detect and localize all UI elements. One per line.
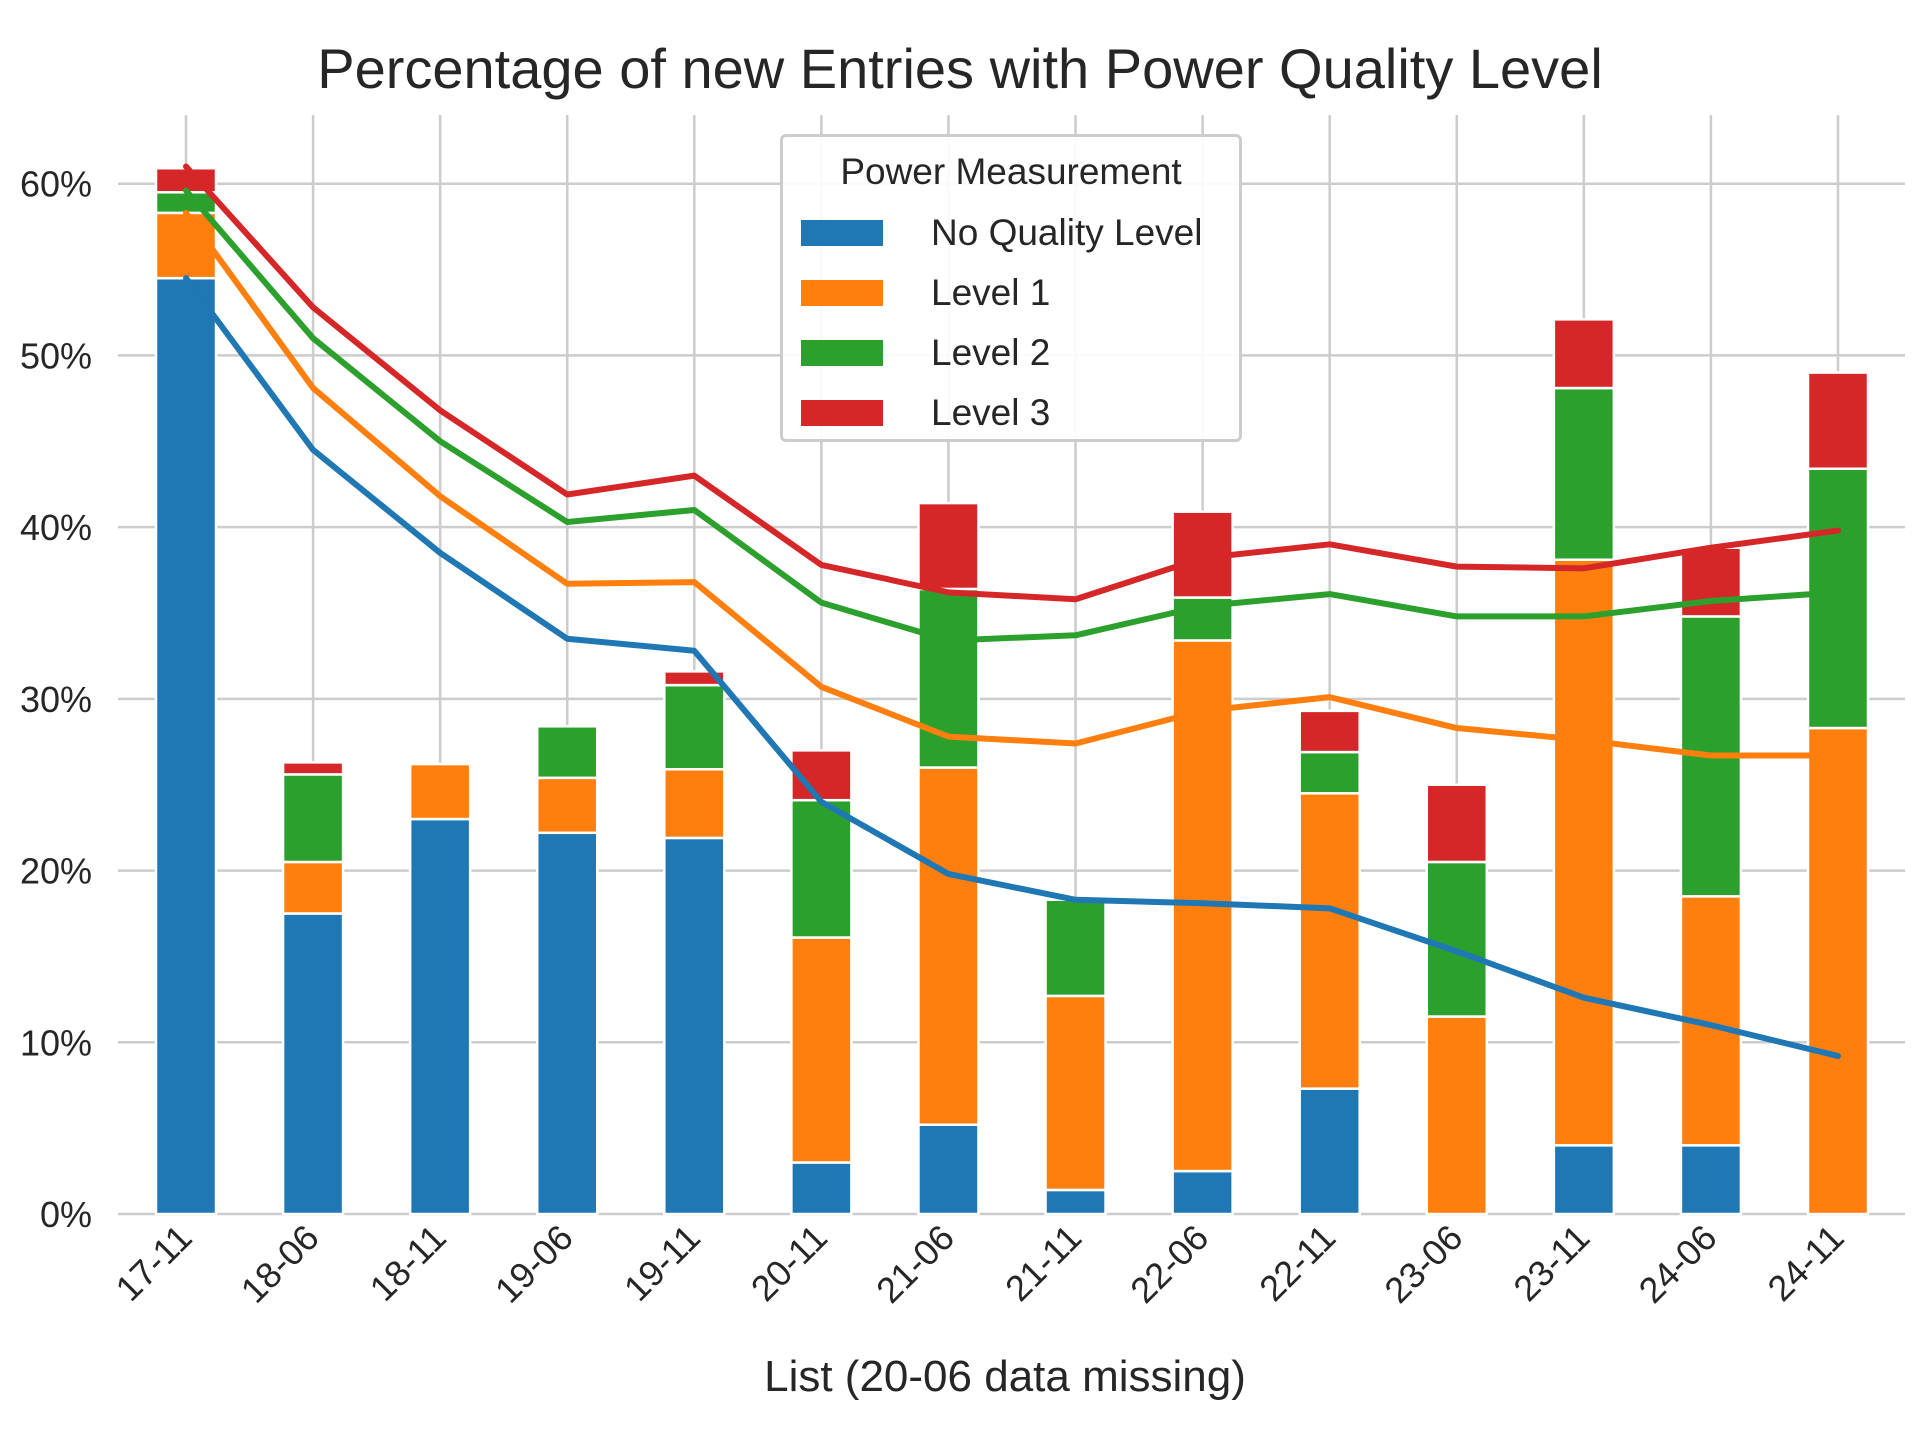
x-tick-label: 19-06 bbox=[487, 1217, 581, 1311]
y-tick-label: 10% bbox=[20, 1022, 92, 1063]
y-tick-label: 20% bbox=[20, 851, 92, 892]
bar-no-quality-level bbox=[790, 1161, 853, 1216]
x-tick-label: 20-11 bbox=[743, 1217, 835, 1309]
bar-no-quality-level bbox=[917, 1123, 980, 1216]
bar-no-quality-level bbox=[1552, 1144, 1616, 1216]
y-tick-label: 30% bbox=[20, 679, 92, 720]
x-tick-label: 17-11 bbox=[107, 1217, 199, 1309]
legend-label: Level 3 bbox=[931, 392, 1051, 433]
x-tick-label: 18-11 bbox=[362, 1217, 454, 1309]
bar-level-1 bbox=[1044, 994, 1107, 1192]
line-level-2 bbox=[183, 187, 1841, 644]
legend-item-level-1: Level 1 bbox=[801, 272, 1051, 313]
bar-level-2 bbox=[663, 683, 726, 771]
legend-item-level-2: Level 2 bbox=[801, 332, 1051, 373]
bar-no-quality-level bbox=[1044, 1188, 1107, 1216]
y-tick-label: 60% bbox=[20, 164, 92, 205]
bar-level-3 bbox=[1552, 318, 1616, 390]
bar-level-1 bbox=[917, 766, 980, 1126]
legend-item-level-3: Level 3 bbox=[801, 392, 1051, 433]
y-tick-label: 40% bbox=[20, 507, 92, 548]
x-tick-label: 24-06 bbox=[1630, 1217, 1724, 1311]
bar-level-2 bbox=[154, 191, 218, 215]
x-tick-label: 21-06 bbox=[868, 1217, 962, 1311]
trend-lines bbox=[183, 163, 1841, 1060]
x-tick-label: 18-06 bbox=[233, 1217, 327, 1311]
bar-no-quality-level bbox=[281, 912, 345, 1216]
legend: Power Measurement No Quality Level Level… bbox=[780, 134, 1242, 442]
bar-level-3 bbox=[1298, 709, 1361, 754]
bar-level-3 bbox=[917, 501, 980, 591]
bar-no-quality-level bbox=[535, 831, 599, 1216]
legend-swatch bbox=[801, 220, 883, 246]
legend-swatch bbox=[801, 280, 883, 306]
bar-level-2 bbox=[1298, 750, 1361, 795]
bar-no-quality-level bbox=[154, 276, 218, 1216]
bar-level-1 bbox=[1806, 726, 1870, 1216]
bar-level-1 bbox=[281, 860, 345, 915]
bar-level-3 bbox=[1806, 371, 1870, 470]
bar-level-3 bbox=[663, 670, 726, 687]
bar-level-2 bbox=[790, 798, 853, 939]
bar-level-1 bbox=[408, 762, 472, 821]
bar-level-2 bbox=[535, 725, 599, 780]
bar-level-1 bbox=[1298, 792, 1361, 1090]
x-tick-label: 22-06 bbox=[1122, 1217, 1216, 1311]
bar-level-1 bbox=[1425, 1015, 1489, 1216]
x-tick-label: 23-06 bbox=[1376, 1217, 1470, 1311]
bar-level-2 bbox=[281, 773, 345, 864]
legend-swatch bbox=[801, 340, 883, 366]
x-tick-label: 19-11 bbox=[616, 1217, 708, 1309]
bar-level-3 bbox=[281, 761, 345, 776]
x-axis-label: List (20-06 data missing) bbox=[764, 1352, 1246, 1401]
line-level-3 bbox=[183, 163, 1841, 603]
line-level-1 bbox=[183, 209, 1841, 759]
bar-no-quality-level bbox=[408, 817, 472, 1216]
bars bbox=[154, 166, 1870, 1216]
bar-level-1 bbox=[663, 767, 726, 840]
bar-no-quality-level bbox=[1679, 1144, 1743, 1216]
bar-no-quality-level bbox=[663, 836, 726, 1216]
bar-level-3 bbox=[1425, 783, 1489, 864]
legend-label: Level 1 bbox=[931, 272, 1051, 313]
y-axis-ticks: 0% 10% 20% 30% 40% 50% 60% bbox=[20, 164, 92, 1235]
bar-no-quality-level bbox=[1298, 1087, 1361, 1216]
bar-level-2 bbox=[1425, 860, 1489, 1018]
bar-level-1 bbox=[535, 776, 599, 835]
chart-title: Percentage of new Entries with Power Qua… bbox=[317, 37, 1603, 100]
x-tick-label: 23-11 bbox=[1505, 1217, 1597, 1309]
legend-label: Level 2 bbox=[931, 332, 1051, 373]
bar-level-2 bbox=[1806, 467, 1870, 730]
legend-item-no-quality-level: No Quality Level bbox=[801, 212, 1203, 253]
x-tick-label: 21-11 bbox=[997, 1217, 1089, 1309]
y-tick-label: 50% bbox=[20, 335, 92, 376]
bar-level-1 bbox=[1552, 558, 1616, 1147]
x-axis-ticks: 17-11 18-06 18-11 19-06 19-11 20-11 21-06 21-11… bbox=[107, 1217, 1851, 1311]
legend-swatch bbox=[801, 400, 883, 426]
y-tick-label: 0% bbox=[40, 1194, 92, 1235]
bar-level-2 bbox=[1552, 386, 1616, 562]
x-tick-label: 24-11 bbox=[1759, 1217, 1851, 1309]
bar-level-2 bbox=[1044, 898, 1107, 998]
x-tick-label: 22-11 bbox=[1251, 1217, 1343, 1309]
line-no-quality-level bbox=[183, 275, 1841, 1060]
legend-label: No Quality Level bbox=[931, 212, 1203, 253]
legend-title: Power Measurement bbox=[840, 151, 1182, 192]
bar-no-quality-level bbox=[1171, 1169, 1234, 1216]
bar-level-1 bbox=[790, 936, 853, 1164]
